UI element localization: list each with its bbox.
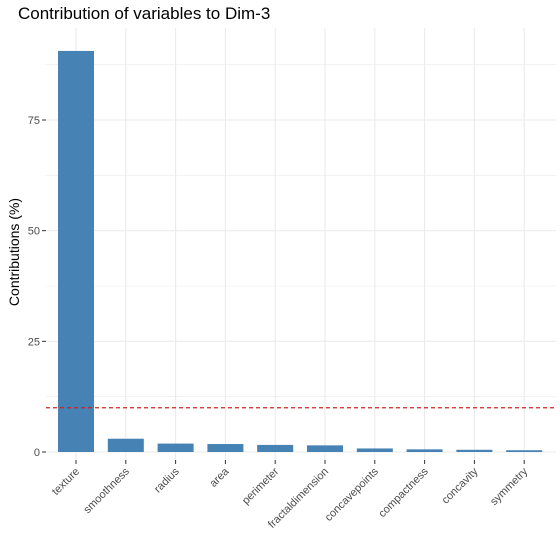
bar-symmetry [506, 450, 543, 452]
chart-title: Contribution of variables to Dim-3 [18, 4, 270, 23]
y-axis-title: Contributions (%) [6, 198, 22, 306]
x-tick-label-concavity: concavity [440, 465, 481, 506]
y-tick-label: 0 [34, 447, 40, 459]
bar-compactness [406, 449, 443, 452]
bar-smoothness [107, 438, 144, 452]
bar-fractaldimension [307, 445, 343, 452]
y-tick-label: 75 [28, 115, 40, 127]
bar-concavity [456, 449, 493, 452]
x-tick-label-concavepoints: concavepoints [323, 465, 382, 524]
x-tick-label-symmetry: symmetry [488, 465, 531, 508]
x-tick-label-smoothness: smoothness [81, 465, 132, 516]
x-tick-label-area: area [207, 465, 232, 490]
y-tick-label: 25 [28, 336, 40, 348]
grid-lines [46, 28, 556, 460]
bar-concavepoints [356, 448, 393, 452]
bar-radius [157, 443, 194, 452]
bar-perimeter [257, 444, 294, 452]
bars [58, 50, 543, 452]
bar-area [207, 444, 244, 452]
bar-texture [58, 50, 94, 452]
y-tick-label: 50 [28, 226, 40, 238]
x-tick-label-radius: radius [152, 465, 182, 495]
x-axis: texture smoothness radius area perimeterfrac… [50, 460, 531, 531]
y-axis: 0 25 50 75 [28, 115, 46, 459]
x-tick-label-texture: texture [50, 466, 82, 498]
x-tick-label-compactness: compactness [376, 465, 431, 520]
x-tick-label-perimeter: perimeter [240, 465, 282, 507]
